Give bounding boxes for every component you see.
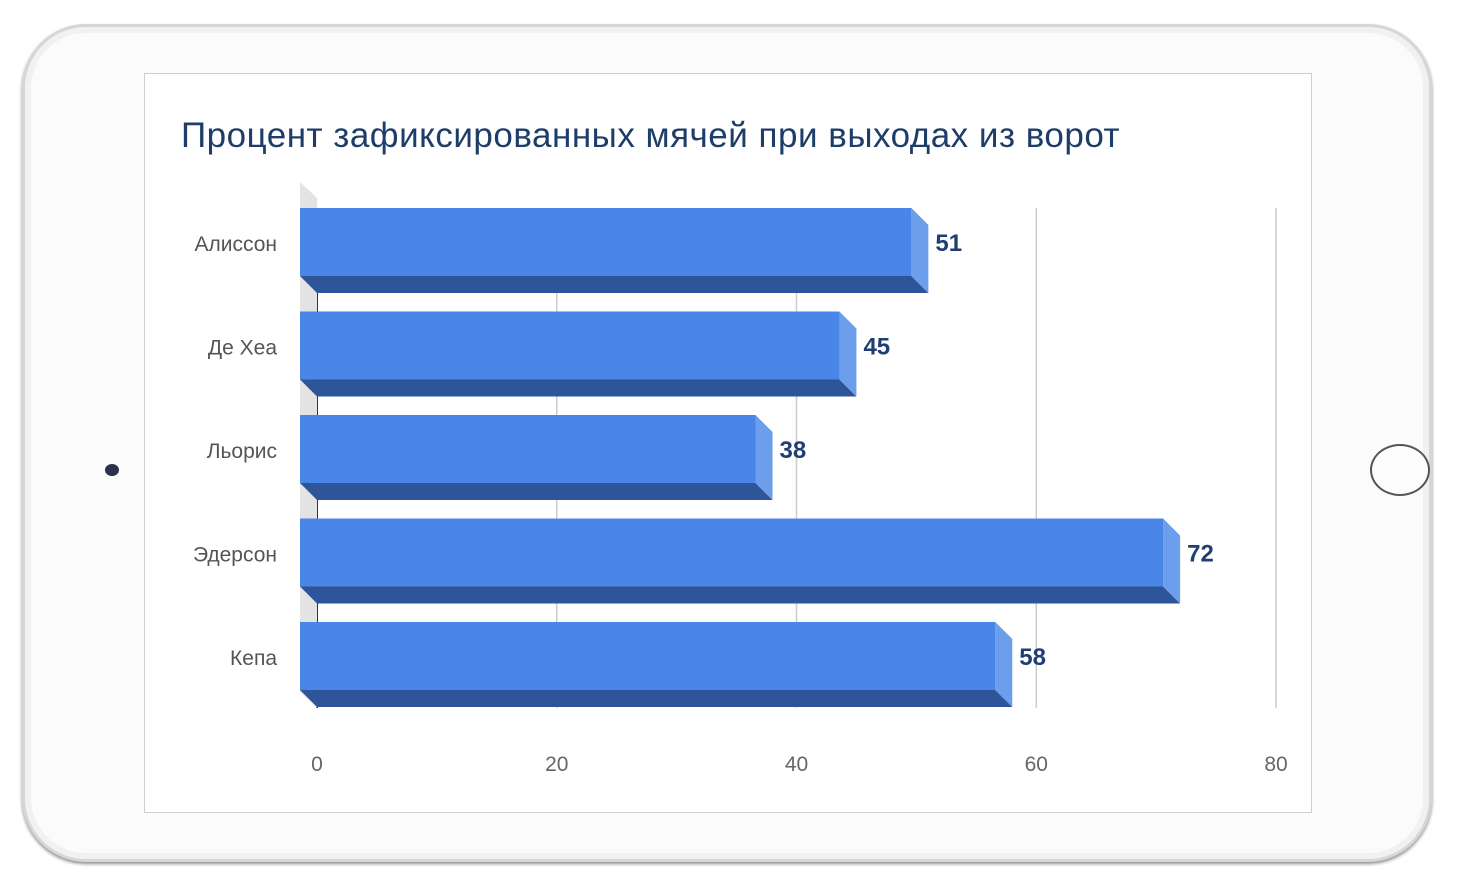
bar-value-label: 45	[863, 334, 890, 361]
bar-chart: 0 20 40 60 80 51 Алиссон 45 Де Хеа 38 Льорис 72 Эдер…	[193, 182, 1288, 776]
category-label: Де Хеа	[208, 337, 277, 360]
bar	[300, 415, 773, 500]
chart-screen: Процент зафиксированных мячей при выхода…	[144, 73, 1312, 813]
bar	[300, 518, 1181, 604]
bar-front-face	[300, 311, 840, 380]
bar-end-face	[995, 622, 1013, 707]
labels: 0 20 40 60 80 51 Алиссон 45 Де Хеа 38 Льорис 72 Эдер…	[193, 230, 1288, 776]
x-tick-label: 80	[1264, 753, 1287, 776]
x-tick-label: 20	[545, 753, 568, 776]
bar-bottom-face	[300, 690, 1013, 707]
bar-end-face	[755, 415, 773, 500]
bars	[300, 208, 1181, 707]
camera-icon	[105, 464, 119, 476]
category-label: Эдерсон	[193, 544, 277, 567]
bar-bottom-face	[300, 276, 929, 293]
bar	[300, 311, 857, 397]
bar	[300, 208, 929, 293]
x-tick-label: 40	[785, 753, 808, 776]
bar-front-face	[300, 622, 996, 690]
bar-front-face	[300, 518, 1164, 587]
bar	[300, 622, 1013, 707]
home-button[interactable]	[1370, 444, 1430, 496]
bar-value-label: 51	[935, 230, 962, 257]
x-tick-label: 60	[1025, 753, 1048, 776]
bar-end-face	[911, 208, 929, 293]
category-label: Льорис	[207, 440, 277, 463]
bar-bottom-face	[300, 483, 773, 500]
bar-front-face	[300, 415, 756, 483]
bar-end-face	[839, 311, 857, 397]
bar-value-label: 38	[780, 437, 807, 464]
bar-front-face	[300, 208, 912, 276]
chart-title: Процент зафиксированных мячей при выхода…	[181, 116, 1121, 155]
category-label: Кепа	[230, 647, 277, 670]
x-tick-label: 0	[311, 753, 323, 776]
bar-value-label: 58	[1019, 644, 1046, 671]
bar-bottom-face	[300, 586, 1181, 604]
bar-end-face	[1163, 518, 1181, 604]
bar-bottom-face	[300, 379, 857, 397]
bar-value-label: 72	[1187, 541, 1214, 568]
category-label: Алиссон	[194, 233, 277, 256]
